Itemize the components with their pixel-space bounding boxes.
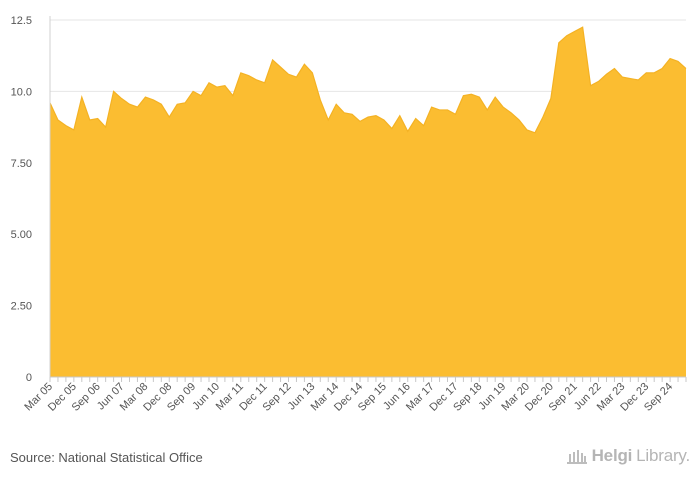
helgi-library-logo: Helgi Library. — [566, 446, 690, 466]
brand-name-library: Library. — [636, 446, 690, 465]
axes — [49, 16, 687, 382]
y-tick-label: 10.0 — [11, 86, 32, 98]
area-fill — [50, 27, 686, 377]
y-tick-label: 2.50 — [11, 301, 32, 313]
y-tick-label: 0 — [26, 372, 32, 384]
brand-name-helgi: Helgi — [591, 446, 633, 465]
area-series — [49, 26, 687, 377]
y-tick-label: 7.50 — [11, 158, 32, 170]
y-tick-labels: 0 2.50 5.00 7.50 10.0 12.5 — [11, 15, 32, 384]
source-note: Source: National Statistical Office — [10, 450, 203, 465]
y-tick-label: 5.00 — [11, 229, 32, 241]
library-building-icon — [566, 450, 587, 464]
y-tick-label: 12.5 — [11, 15, 32, 27]
area-chart: 0 2.50 5.00 7.50 10.0 12.5 Mar 05 Dec 05 Sep 06… — [11, 15, 687, 414]
area-line — [49, 26, 687, 134]
